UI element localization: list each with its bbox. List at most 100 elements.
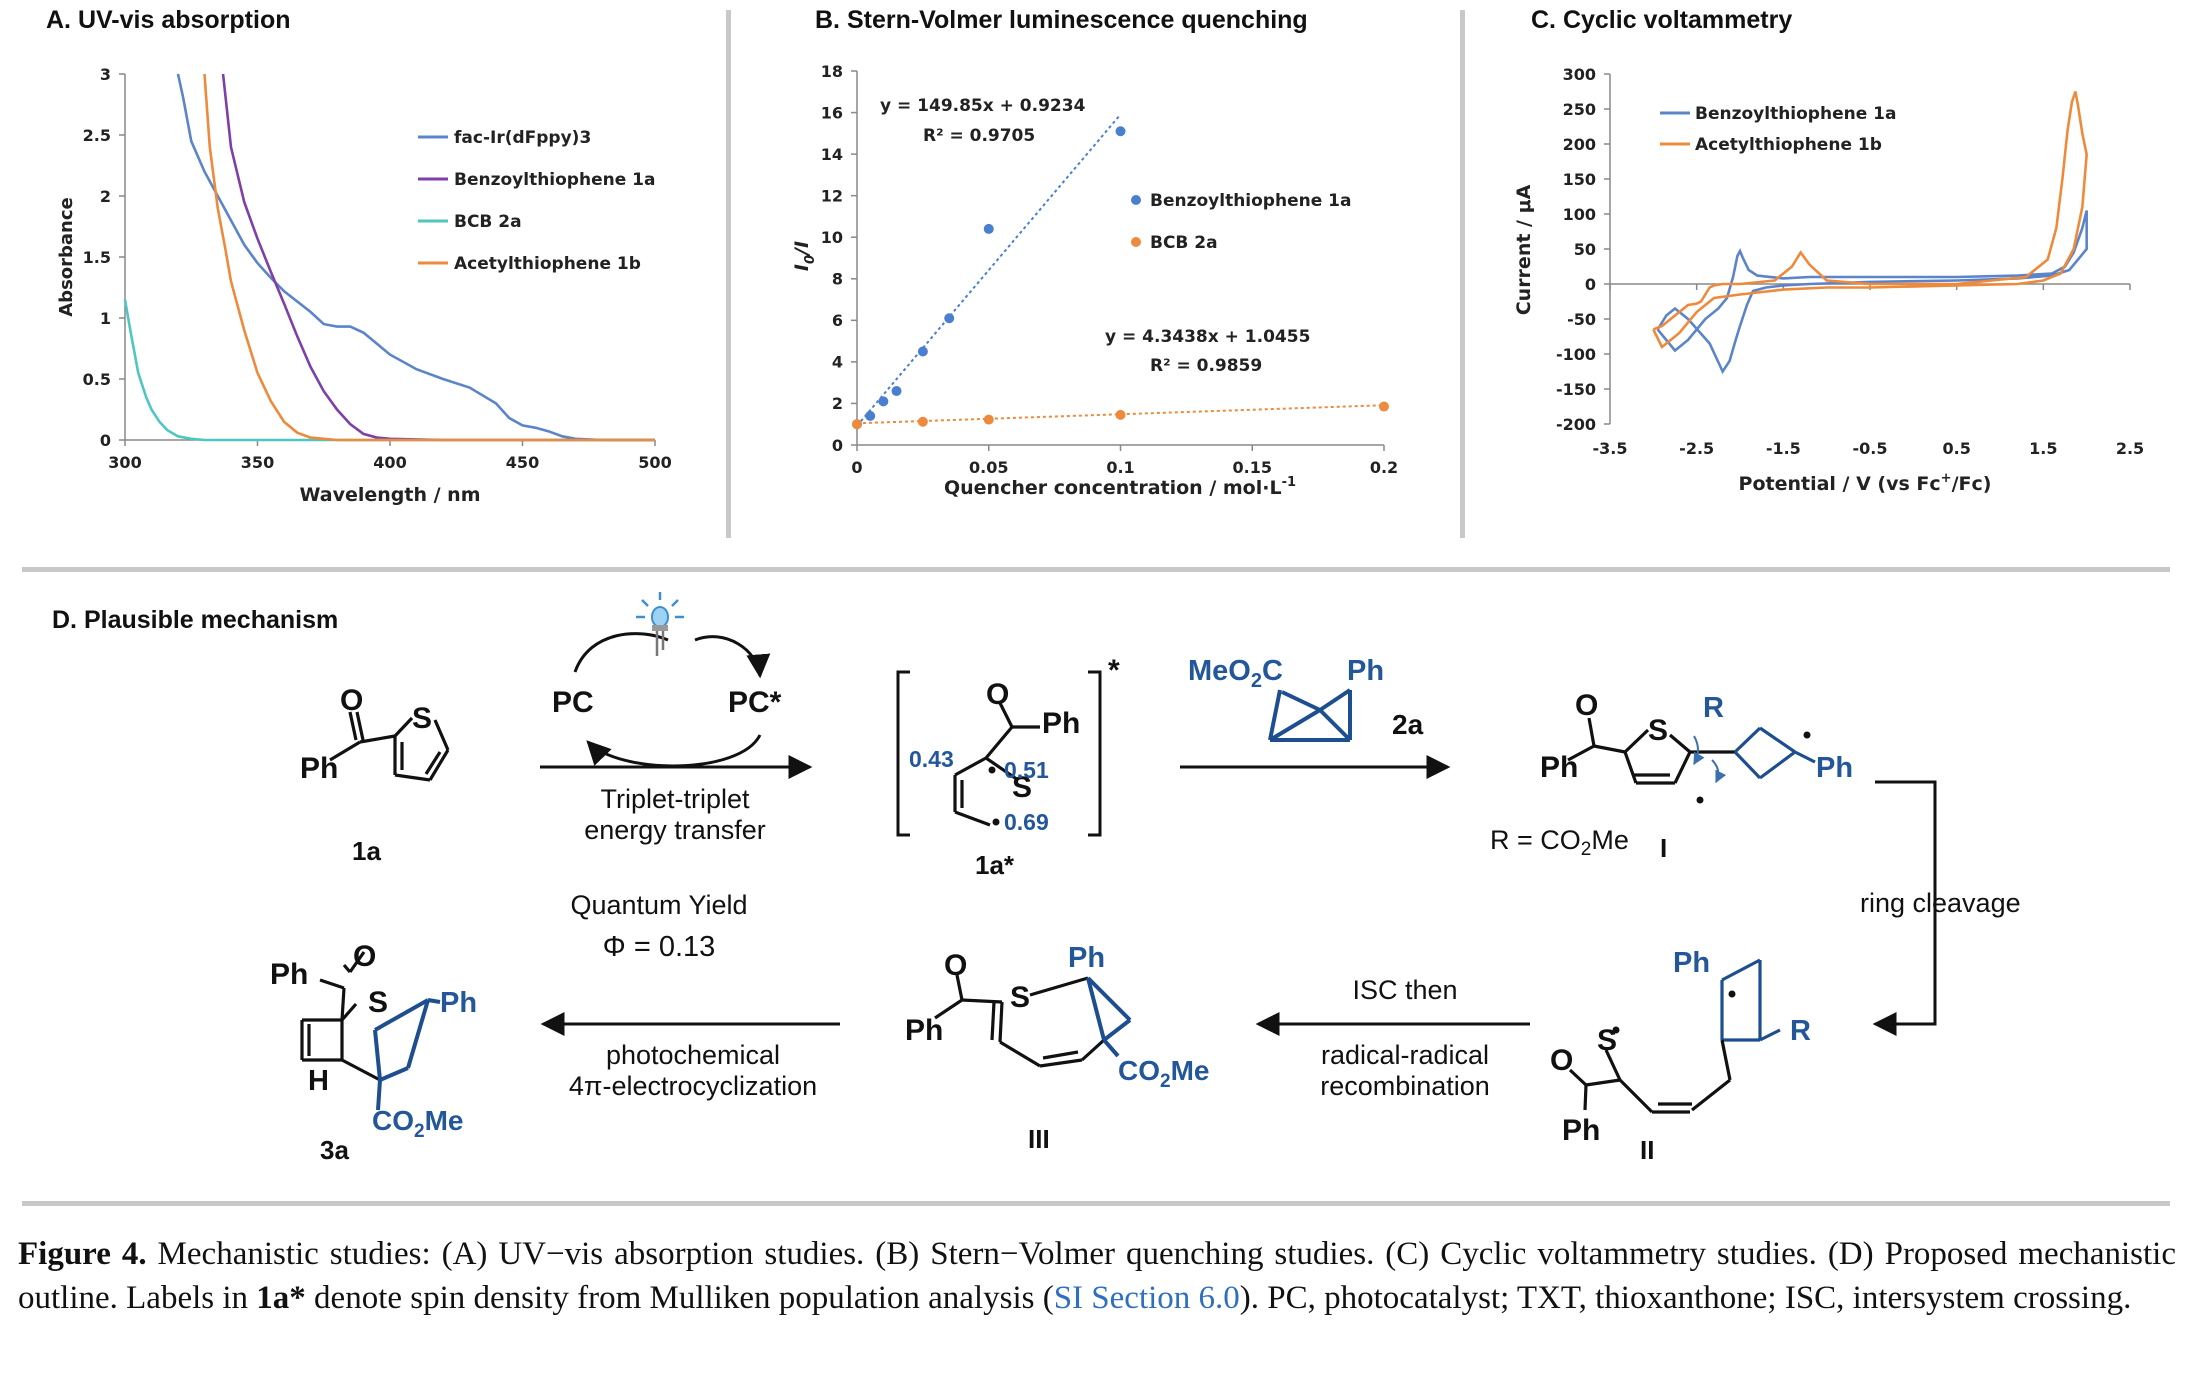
quantum-yield-value: Φ = 0.13	[603, 931, 716, 963]
x-tick-label: 0.1	[1106, 458, 1134, 477]
x-tick-label: 1.5	[2029, 439, 2057, 458]
y-tick-label: 3	[100, 65, 111, 84]
molecule-1a-structure: O Ph S	[280, 660, 480, 820]
II-ph2-label: Ph	[1562, 1114, 1600, 1147]
x-axis-title: Quencher concentration / mol·L-1	[944, 475, 1296, 499]
label-3a: 3a	[320, 1135, 349, 1165]
label-1a-star: 1a*	[975, 850, 1015, 880]
3a-h-atom: H	[308, 1065, 329, 1097]
III-co2me-sub: 2	[1160, 1071, 1171, 1092]
x-tick-label: -3.5	[1593, 439, 1628, 458]
legend-label-0: Benzoylthiophene 1a	[1695, 104, 1896, 124]
y-tick-label: 0	[1585, 275, 1596, 294]
spin-density-043: 0.43	[909, 746, 954, 772]
isc-label: ISC then	[1352, 975, 1457, 1005]
III-ph-label: Ph	[905, 1014, 943, 1047]
y-tick-label: -100	[1556, 345, 1596, 364]
product-3a: Ph O S Ph H CO2Me 3a	[270, 940, 477, 1165]
data-point-1	[983, 414, 994, 425]
3a-co2me-tail: Me	[425, 1105, 464, 1136]
series-line-1	[221, 73, 655, 442]
y-tick-label: 10	[821, 228, 843, 247]
panel-c-title: C. Cyclic voltammetry	[1531, 6, 1793, 34]
r-equals-tail: Me	[1591, 825, 1629, 855]
x-tick-label: 0.15	[1233, 458, 1272, 477]
caption-text-2: denote spin density from Mulliken popula…	[305, 1280, 1054, 1316]
III-o-atom: O	[944, 949, 967, 982]
III-ph2-label: Ph	[1068, 942, 1105, 974]
rr-label-line1: radical-radical	[1321, 1040, 1489, 1070]
legend-label-1: Acetylthiophene 1b	[1695, 135, 1882, 155]
legend-label-3: Acetylthiophene 1b	[454, 254, 641, 274]
photo-label-line2: 4π-electrocyclization	[569, 1071, 817, 1101]
intermediate-I: O Ph S R Ph R = CO2Me I	[1490, 689, 1853, 863]
3a-co2me: CO	[372, 1105, 414, 1136]
caption-figure-label: Figure 4.	[18, 1236, 147, 1272]
legend-label-1: Benzoylthiophene 1a	[454, 170, 655, 190]
mechanism-scheme: PC PC* Triplet-triplet energy transfer Q…	[270, 592, 2021, 1165]
legend-label-0: Benzoylthiophene 1a	[1150, 191, 1351, 211]
photo-label-line1: photochemical	[606, 1040, 780, 1070]
panel-b-title: B. Stern-Volmer luminescence quenching	[815, 6, 1308, 34]
3a-s-atom: S	[368, 986, 388, 1019]
pc-label: PC	[552, 686, 594, 719]
reagent-2a: MeO2C Ph 2a	[1188, 655, 1424, 742]
x-tick-label: 450	[506, 453, 539, 472]
cyclic-voltammetry-chart: -3.5 -2.5 -1.5 -0.5 0.5 1.5 2.5 -200 -150 -100 -50…	[1513, 65, 2144, 495]
data-point-0	[878, 396, 889, 407]
rr-label-line2: recombination	[1320, 1071, 1490, 1101]
caption-si-link[interactable]: SI Section 6.0	[1053, 1280, 1240, 1316]
y-tick-label: 16	[821, 103, 843, 122]
separator-bottom	[22, 1201, 2170, 1206]
1a-o-atom: O	[340, 684, 363, 717]
svg-text:R = CO2Me: R = CO2Me	[1490, 825, 1629, 860]
y-tick-label: -150	[1556, 380, 1596, 399]
1a-ph-label: Ph	[300, 752, 338, 785]
y-tick-label: 50	[1574, 240, 1596, 259]
meo2c-tail: C	[1262, 655, 1283, 687]
y-tick-label: 12	[821, 186, 843, 205]
data-point-0	[983, 223, 994, 234]
svg-text:CO2Me: CO2Me	[1118, 1055, 1209, 1092]
x-tick-label: 500	[638, 453, 671, 472]
data-point-0	[944, 313, 955, 324]
III-co2me-tail: Me	[1171, 1055, 1210, 1086]
caption-text-1: Mechanistic studies: (A) UV−vis absorpti…	[18, 1236, 2176, 1316]
meo2c-label: MeO	[1188, 655, 1251, 687]
intermediate-II: Ph R S O Ph II	[1550, 947, 1811, 1165]
pc-star-label: PC*	[728, 686, 782, 719]
3a-ph2-label: Ph	[440, 987, 477, 1019]
data-point-0	[917, 346, 928, 357]
data-point-1	[917, 416, 928, 427]
fit-equation-0: y = 149.85x + 0.9234	[880, 96, 1086, 116]
1a-s-atom: S	[412, 702, 432, 735]
label-I: I	[1660, 833, 1667, 863]
y-tick-label: 200	[1563, 135, 1596, 154]
series-line-0	[1656, 210, 2088, 375]
separator-top	[22, 567, 2170, 572]
y-tick-label: 2.5	[83, 126, 111, 145]
y-tick-label: 6	[832, 311, 843, 330]
x-tick-label: -0.5	[1853, 439, 1888, 458]
I-ph2-label: Ph	[1816, 752, 1853, 784]
y-tick-label: 300	[1563, 65, 1596, 84]
3a-o-atom: O	[353, 940, 376, 973]
series-line-1	[1652, 91, 2088, 350]
x-axis-title: Wavelength / nm	[299, 484, 480, 506]
II-ph-label: Ph	[1673, 947, 1710, 979]
x-tick-label: 300	[108, 453, 141, 472]
I-r-label: R	[1703, 692, 1724, 724]
arrow1-label-line2: energy transfer	[584, 815, 766, 845]
x-tick-label: 0.2	[1370, 458, 1398, 477]
y-tick-label: -50	[1567, 310, 1596, 329]
I-o-atom: O	[1575, 689, 1598, 722]
s-atom: S	[1012, 771, 1032, 804]
III-s-atom: S	[1010, 981, 1030, 1014]
data-point-0	[865, 410, 876, 421]
panel-d-title: D. Plausible mechanism	[52, 606, 339, 634]
label-2a: 2a	[1392, 709, 1424, 740]
I-ph-label: Ph	[1540, 751, 1578, 784]
y-tick-label: 0	[832, 436, 843, 455]
legend-swatch-1	[1131, 237, 1141, 247]
molecule-1a-star: O Ph S 0.51 0.69 0.43 * 1a*	[896, 654, 1120, 880]
